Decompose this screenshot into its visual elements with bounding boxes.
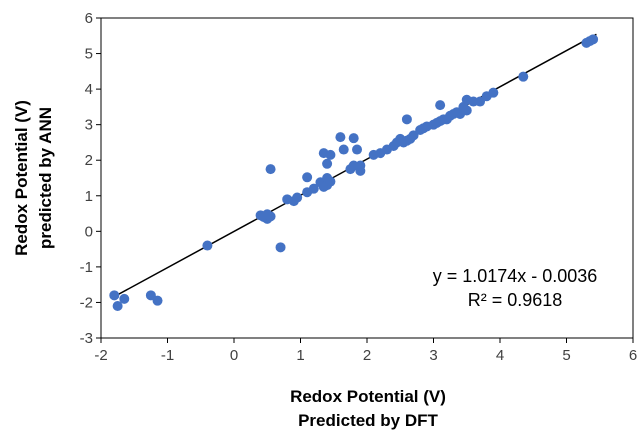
y-tick-label: -1 (80, 259, 93, 276)
data-point (355, 160, 366, 171)
data-points (109, 34, 599, 311)
data-point (488, 87, 499, 98)
x-tick-label: -2 (94, 347, 107, 364)
y-axis-title-line2: predicted by ANN (36, 107, 55, 249)
x-tick-label: 6 (629, 347, 637, 364)
r-squared-annotation: R² = 0.9618 (468, 290, 563, 310)
y-tick-label: 2 (85, 152, 93, 169)
data-point (461, 105, 472, 116)
data-point (145, 290, 156, 301)
data-point (112, 301, 123, 311)
x-tick-label: -1 (161, 347, 174, 364)
equation-annotation: y = 1.0174x - 0.0036 (433, 266, 598, 286)
data-point (348, 133, 359, 144)
x-tick-label: 4 (496, 347, 504, 364)
data-point (152, 295, 163, 306)
data-point (475, 96, 486, 107)
y-tick-label: 1 (85, 188, 93, 205)
data-point (408, 130, 419, 141)
data-point (265, 164, 276, 175)
x-axis-ticks: -2 -1 0 1 2 3 4 5 6 (94, 338, 637, 364)
data-point (338, 144, 349, 155)
x-axis-title-line2: Predicted by DFT (298, 411, 438, 430)
y-axis-title-line1: Redox Potential (V) (12, 100, 31, 256)
data-point (588, 34, 599, 45)
data-point (119, 293, 130, 304)
y-tick-label: 5 (85, 46, 93, 63)
data-point (322, 158, 333, 169)
data-point (401, 114, 412, 125)
y-tick-label: 4 (85, 81, 93, 98)
data-point (518, 71, 529, 82)
x-tick-label: 2 (363, 347, 371, 364)
x-tick-label: 1 (296, 347, 304, 364)
y-tick-label: 6 (85, 10, 93, 27)
data-point (109, 290, 120, 301)
data-point (325, 176, 336, 187)
x-tick-label: 5 (562, 347, 570, 364)
data-point (292, 192, 303, 203)
y-tick-label: 0 (85, 223, 93, 240)
data-point (202, 240, 213, 251)
data-point (265, 211, 276, 222)
y-tick-label: -3 (80, 330, 93, 347)
x-tick-label: 0 (230, 347, 238, 364)
data-point (325, 149, 336, 160)
data-point (275, 242, 286, 253)
data-point (308, 183, 319, 194)
data-point (352, 144, 363, 155)
data-point (302, 172, 313, 183)
x-tick-label: 3 (429, 347, 437, 364)
y-axis-ticks: -3 -2 -1 0 1 2 3 4 5 6 (80, 10, 101, 347)
y-tick-label: -2 (80, 294, 93, 311)
data-point (435, 100, 446, 111)
y-tick-label: 3 (85, 117, 93, 134)
data-point (335, 132, 346, 143)
x-axis-title-line1: Redox Potential (V) (290, 387, 446, 406)
